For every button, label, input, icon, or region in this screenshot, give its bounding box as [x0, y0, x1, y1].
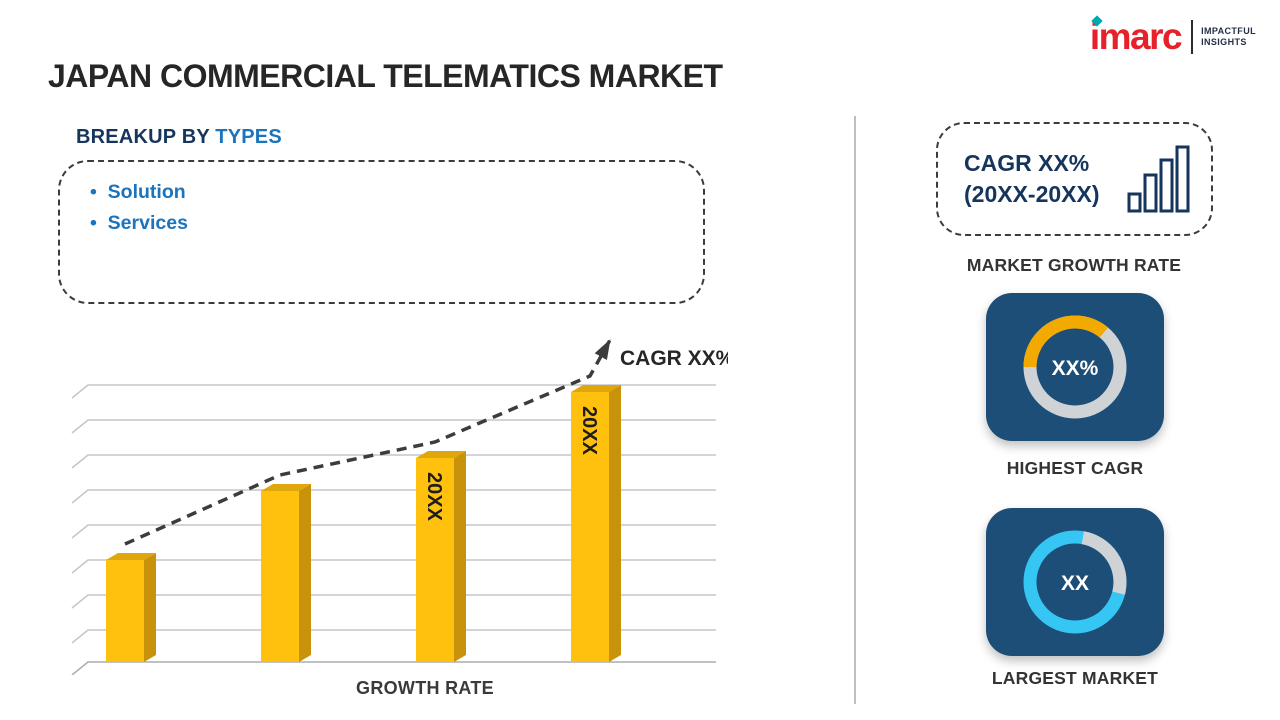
cagr-annotation: CAGR XX%: [620, 347, 728, 370]
cagr-box: CAGR XX% (20XX-20XX): [936, 122, 1213, 236]
largest-market-label: LARGEST MARKET: [991, 668, 1159, 688]
breakup-heading-prefix: BREAKUP BY: [76, 126, 216, 148]
highest-cagr-donut: XX%: [1023, 315, 1127, 419]
type-item-services: Services: [90, 208, 703, 239]
chart-bars: 20XX 20XX: [106, 385, 621, 662]
cagr-box-text: CAGR XX% (20XX-20XX): [964, 148, 1100, 210]
cagr-box-line1: CAGR XX%: [964, 150, 1090, 176]
types-list: Solution Services: [90, 177, 703, 239]
bar-2: [261, 484, 311, 662]
largest-market-value: XX: [1061, 572, 1089, 595]
logo-tagline-line2: INSIGHTS: [1201, 36, 1247, 47]
logo-tagline: IMPACTFUL INSIGHTS: [1201, 26, 1256, 48]
bar-label-4: 20XX: [578, 406, 600, 456]
growth-chart-svg: 20XX 20XX CAGR XX%: [71, 339, 735, 676]
growth-rate-label: GROWTH RATE: [356, 678, 494, 698]
trend-arrow-line: [124, 339, 612, 546]
bar-4: 20XX: [571, 385, 621, 662]
breakup-heading-highlight: TYPES: [215, 126, 282, 148]
highest-cagr-tile: XX%: [986, 293, 1164, 441]
bar-label-3: 20XX: [423, 472, 445, 522]
largest-market-tile: XX: [986, 508, 1164, 656]
logo-brand: imarc: [1089, 15, 1183, 57]
highest-cagr-label: HIGHEST CAGR: [1006, 458, 1144, 478]
bar-3: 20XX: [416, 451, 466, 662]
imarc-logo: imarc IMPACTFUL INSIGHTS: [1089, 15, 1256, 57]
growth-chart: 20XX 20XX CAGR XX%: [48, 330, 735, 676]
bar-chart-icon: [1127, 145, 1190, 213]
logo-brand-text: imarc: [1089, 16, 1183, 57]
largest-market-donut: XX: [1023, 530, 1127, 634]
logo-divider: [1191, 19, 1194, 54]
breakup-heading: BREAKUP BY TYPES: [76, 126, 282, 149]
market-growth-rate-label: MARKET GROWTH RATE: [966, 255, 1182, 275]
page-title: JAPAN COMMERCIAL TELEMATICS MARKET: [48, 58, 723, 94]
highest-cagr-value: XX%: [1052, 357, 1099, 380]
bar-1: [106, 553, 156, 662]
chart-grid: [71, 384, 716, 676]
types-box: Solution Services: [58, 160, 705, 304]
trend-arrow: [124, 339, 612, 546]
vertical-divider: [854, 116, 856, 704]
cagr-box-line2: (20XX-20XX): [964, 181, 1100, 207]
type-item-solution: Solution: [90, 177, 703, 208]
logo-tagline-line1: IMPACTFUL: [1201, 25, 1256, 36]
